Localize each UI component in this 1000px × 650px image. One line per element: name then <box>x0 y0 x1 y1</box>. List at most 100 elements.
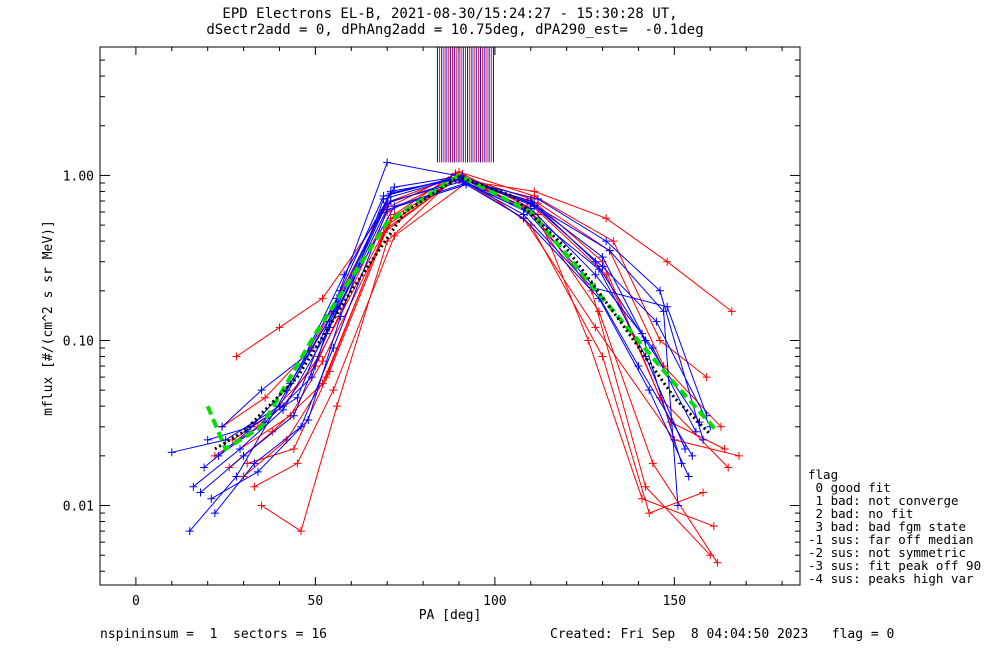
data-point-plus <box>189 482 198 491</box>
data-point-plus <box>318 357 327 366</box>
series-line-10 <box>171 178 700 453</box>
series-line-17 <box>203 175 682 468</box>
x-tick-label: 100 <box>483 594 506 609</box>
data-point-plus <box>533 194 542 203</box>
data-point-plus <box>645 386 654 395</box>
data-point-plus <box>203 435 212 444</box>
data-point-plus <box>232 352 241 361</box>
data-point-plus <box>196 488 205 497</box>
data-point-plus <box>386 189 395 198</box>
data-point-plus <box>713 558 722 567</box>
series-line-15 <box>221 177 704 441</box>
data-point-plus <box>293 459 302 468</box>
data-point-plus <box>307 373 316 382</box>
data-point-plus <box>293 393 302 402</box>
data-point-plus <box>688 451 697 460</box>
data-point-plus <box>699 488 708 497</box>
data-point-plus <box>591 270 600 279</box>
footer-left: nspininsum = 1 sectors = 16 <box>100 627 327 642</box>
data-point-plus <box>289 411 298 420</box>
data-point-plus <box>325 367 334 376</box>
data-point-plus <box>652 317 661 326</box>
data-point-plus <box>638 329 647 338</box>
data-point-plus <box>673 501 682 510</box>
data-point-plus <box>724 463 733 472</box>
data-point-plus <box>641 336 650 345</box>
data-point-plus <box>379 194 388 203</box>
series-line-12 <box>200 180 693 493</box>
chart-title-line2: dSectr2add = 0, dPhAng2add = 10.75deg, d… <box>206 22 704 38</box>
data-point-plus <box>257 501 266 510</box>
data-point-plus <box>279 405 288 414</box>
series-line-16 <box>192 179 697 488</box>
data-point-plus <box>641 352 650 361</box>
data-point-plus <box>699 435 708 444</box>
series-line-18 <box>211 177 686 500</box>
data-point-plus <box>720 445 729 454</box>
data-point-plus <box>584 336 593 345</box>
data-point-plus <box>591 257 600 266</box>
x-tick-label: 150 <box>663 594 686 609</box>
chart-marks <box>167 47 743 567</box>
data-point-plus <box>257 386 266 395</box>
median-fit-curve <box>205 173 719 452</box>
plot-frame <box>99 46 801 586</box>
data-point-plus <box>318 294 327 303</box>
data-point-plus <box>210 509 219 518</box>
data-point-plus <box>533 210 542 219</box>
legend-item-4: -1 sus: far off median <box>808 532 974 547</box>
data-point-plus <box>656 336 664 345</box>
data-point-plus <box>691 427 700 436</box>
legend-item-0: 0 good fit <box>808 480 891 495</box>
data-point-plus <box>253 467 262 476</box>
data-point-plus <box>214 451 223 460</box>
data-point-plus <box>530 201 539 210</box>
data-point-plus <box>185 527 194 536</box>
data-point-plus <box>200 463 209 472</box>
data-point-plus <box>329 386 338 395</box>
data-point-plus <box>594 265 603 274</box>
y-tick-label: 0.01 <box>63 500 94 515</box>
data-point-plus <box>702 373 711 382</box>
data-point-plus <box>236 445 244 454</box>
data-point-plus <box>677 459 686 468</box>
y-axis-label: mflux [#/(cm^2 s sr MeV)] <box>41 220 56 416</box>
data-point-plus <box>648 459 657 468</box>
data-point-plus <box>638 494 647 503</box>
data-point-plus <box>289 445 298 454</box>
data-point-plus <box>598 352 607 361</box>
y-tick-label: 1.00 <box>63 169 94 184</box>
data-point-plus <box>519 210 528 219</box>
data-point-plus <box>297 527 306 536</box>
data-point-plus <box>167 448 176 457</box>
footer-right: Created: Fri Sep 8 04:04:50 2023 flag = … <box>550 627 895 642</box>
data-point-plus <box>594 307 603 316</box>
data-point-plus <box>602 237 611 246</box>
data-point-plus <box>684 472 693 481</box>
data-point-plus <box>390 183 399 192</box>
data-point-plus <box>261 393 270 402</box>
chart-title-line1: EPD Electrons EL-B, 2021-08-30/15:24:27 … <box>222 6 678 22</box>
data-point-plus <box>656 286 664 295</box>
series-line-11 <box>189 161 711 532</box>
data-point-plus <box>304 415 313 424</box>
legend-item-7: -4 sus: peaks high var <box>808 571 974 586</box>
data-point-plus <box>232 472 241 481</box>
data-point-plus <box>641 482 650 491</box>
legend-item-5: -2 sus: not symmetric <box>808 545 967 560</box>
data-point-plus <box>390 231 399 240</box>
data-point-plus <box>717 422 726 431</box>
data-point-plus <box>591 323 600 332</box>
data-point-plus <box>605 246 614 255</box>
legend-item-3: 3 bad: bad fgm state <box>808 519 967 534</box>
legend-item-1: 1 bad: not converge <box>808 493 959 508</box>
data-point-plus <box>648 344 657 353</box>
series-line-14 <box>214 184 690 514</box>
data-point-plus <box>645 509 654 518</box>
data-point-plus <box>598 253 607 262</box>
data-point-plus <box>609 237 618 246</box>
x-axis-label: PA [deg] <box>419 608 482 623</box>
data-point-plus <box>332 402 341 411</box>
data-point-plus <box>727 307 736 316</box>
